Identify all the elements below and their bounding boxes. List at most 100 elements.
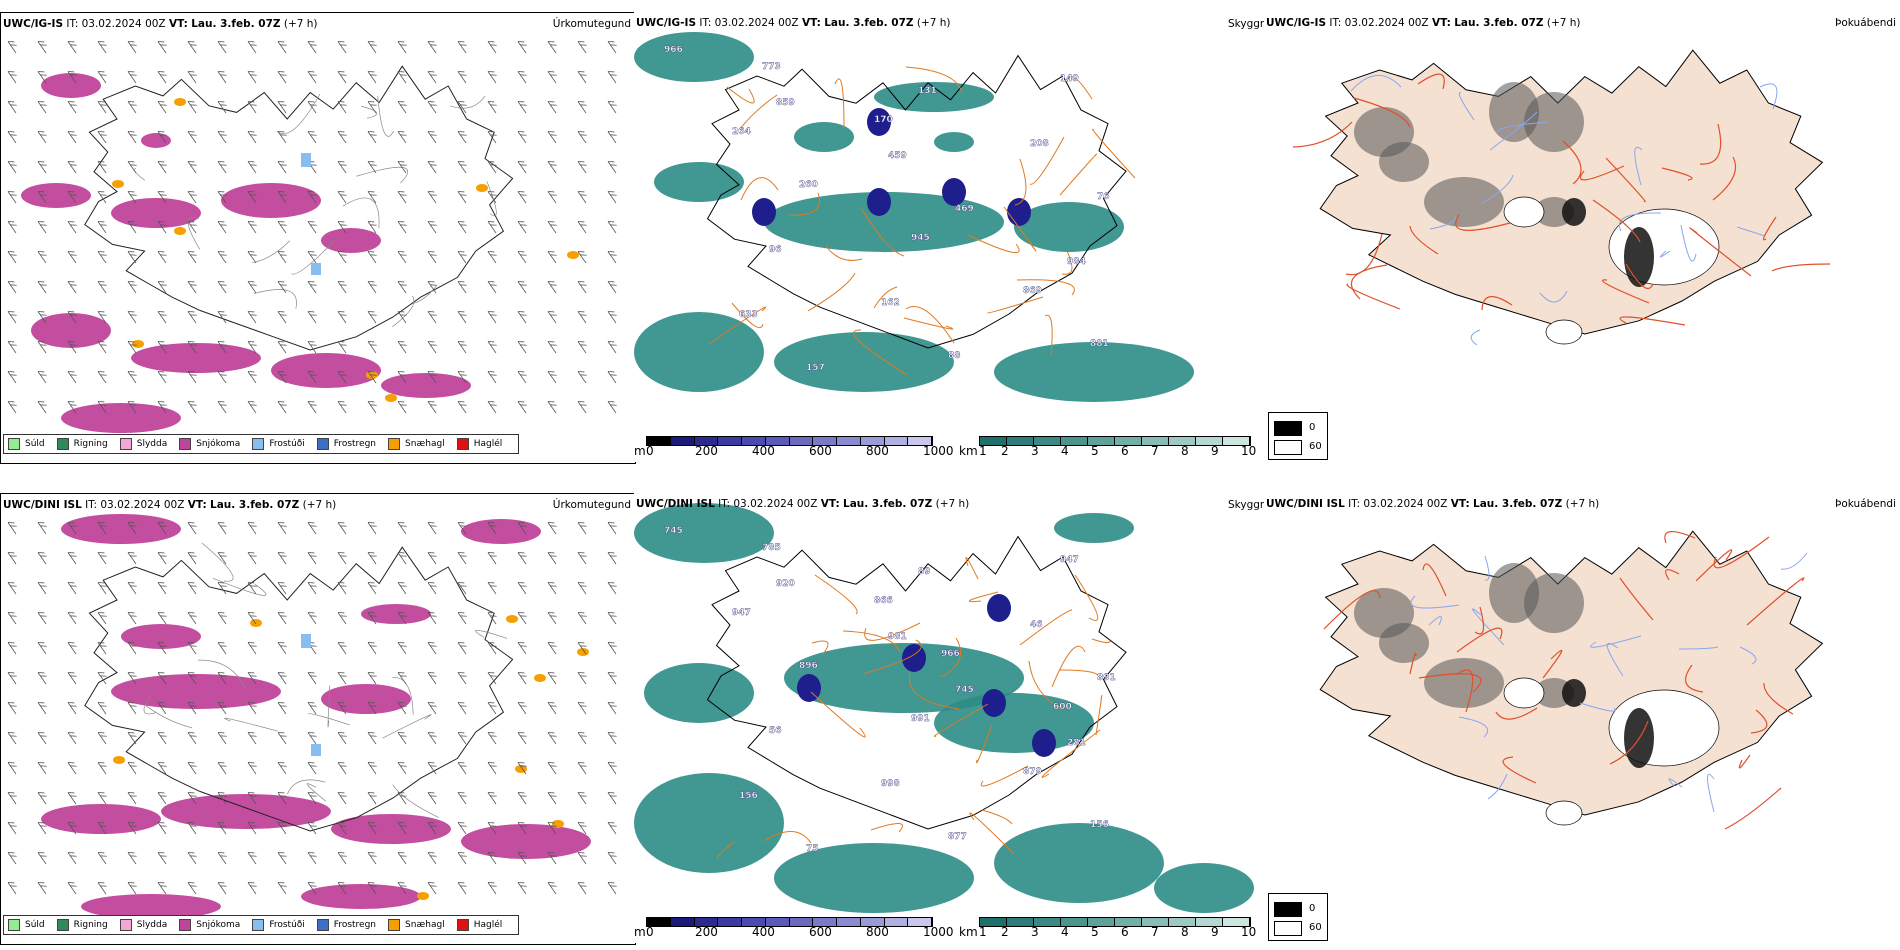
legend-label: Snjókoma xyxy=(196,920,241,930)
it-label: IT: xyxy=(66,18,79,30)
legend-swatch xyxy=(119,919,132,931)
scale-tick: 9 xyxy=(1211,444,1219,458)
legend-item: Slydda xyxy=(119,919,167,931)
scale-tick: 9 xyxy=(1211,925,1219,939)
scale-tick: 6 xyxy=(1121,925,1129,939)
legend-label: Haglél xyxy=(473,439,503,449)
legend-top-label: 0 xyxy=(1309,422,1316,433)
legend-swatch xyxy=(8,438,20,450)
scale-bar xyxy=(646,436,933,446)
scale-segment xyxy=(1115,918,1142,926)
lead-time: (+7 h) xyxy=(1565,498,1600,510)
visibility-label: 260 xyxy=(799,180,818,190)
scale-tick: 2 xyxy=(1001,925,1009,939)
scale-segment xyxy=(837,437,861,445)
visibility-label: 881 xyxy=(1090,339,1109,349)
it-label: IT: xyxy=(1329,17,1342,29)
visibility-label: 149 xyxy=(1060,74,1079,84)
legend-label: Haglél xyxy=(473,920,503,930)
legend-item: Frostúði xyxy=(252,438,305,450)
scale-segment xyxy=(670,437,695,445)
legend-swatch xyxy=(179,919,192,931)
scale-tick: 3 xyxy=(1031,444,1039,458)
legend-bottom-label: 60 xyxy=(1309,441,1322,452)
cloud-panel-row2: UWC/DINI ISL IT: 03.02.2024 00Z VT: Lau.… xyxy=(1264,493,1900,943)
scale-segment xyxy=(1196,918,1223,926)
cloud-map-row1 xyxy=(1292,49,1831,346)
scale-tick: 200 xyxy=(695,444,718,458)
visibility-label: 208 xyxy=(1030,139,1049,149)
visibility-label: 785 xyxy=(762,543,781,553)
vt-label: VT: xyxy=(801,17,821,29)
scale-segment xyxy=(1169,918,1196,926)
scale-tick: 1 xyxy=(979,925,987,939)
scale-segment xyxy=(742,918,766,926)
scale-tick: 1 xyxy=(979,444,987,458)
visibility-label: 156 xyxy=(739,791,758,801)
visibility-label: 773 xyxy=(762,62,781,72)
vt-label: VT: xyxy=(1450,498,1470,510)
scale-segment xyxy=(765,437,790,445)
precip-title: Úrkomutegund xyxy=(552,499,631,511)
legend-item: Slydda xyxy=(119,438,167,450)
visibility-label: 966 xyxy=(664,45,683,55)
legend-item: Frostregn xyxy=(316,919,376,931)
scale-unit: m xyxy=(634,925,646,939)
precip-panel-row2: UWC/DINI ISL IT: 03.02.2024 00Z VT: Lau.… xyxy=(0,493,636,945)
legend-swatch xyxy=(456,919,469,931)
model-name: UWC/IG-IS xyxy=(1266,17,1327,29)
scale-segment xyxy=(765,918,790,926)
scale-tick: 400 xyxy=(752,925,775,939)
scale-segment xyxy=(1034,918,1061,926)
precip-legend: Súld Rigning Slydda Snjókoma Frostúði Frostre… xyxy=(3,915,520,935)
scale-bar xyxy=(646,917,933,927)
precip-title: Úrkomutegund xyxy=(552,18,631,30)
lead-time: (+7 h) xyxy=(302,499,337,511)
visibility-label: 745 xyxy=(664,526,683,536)
vt-label: VT: xyxy=(168,18,188,30)
legend-bottom-label: 60 xyxy=(1309,922,1322,933)
it-value: 03.02.2024 00Z xyxy=(714,17,799,29)
scale-tick: 7 xyxy=(1151,925,1159,939)
scale-tick: 10 xyxy=(1241,444,1257,458)
legend-swatch xyxy=(388,919,401,931)
scale-segment xyxy=(694,918,719,926)
scale-segment xyxy=(670,918,695,926)
scale-segment xyxy=(742,437,766,445)
scale-segment xyxy=(1223,918,1250,926)
legend-swatch xyxy=(179,438,192,450)
model-name: UWC/IG-IS xyxy=(3,18,64,30)
scale-segment xyxy=(1142,918,1169,926)
scale-segment xyxy=(908,437,932,445)
it-value: 03.02.2024 00Z xyxy=(1344,17,1429,29)
visibility-label: 998 xyxy=(881,779,900,789)
visibility-label: 96 xyxy=(769,245,782,255)
scale-tick: 800 xyxy=(866,444,889,458)
scale-segment xyxy=(1007,437,1034,445)
visibility-label: 947 xyxy=(732,608,751,618)
scale-tick: 0 xyxy=(646,925,654,939)
legend-top-label: 0 xyxy=(1309,903,1316,914)
scale-segment xyxy=(813,437,837,445)
cloud-panel-row1: UWC/IG-IS IT: 03.02.2024 00Z VT: Lau. 3.… xyxy=(1264,12,1900,462)
scale-segment xyxy=(718,918,742,926)
it-value: 03.02.2024 00Z xyxy=(733,498,818,510)
model-name: UWC/IG-IS xyxy=(636,17,697,29)
scale-tick: 200 xyxy=(695,925,718,939)
legend-label: Frostregn xyxy=(333,439,377,449)
scale-segment xyxy=(647,437,671,445)
visibility-label: 879 xyxy=(1023,767,1042,777)
precip-header-row1: UWC/IG-IS IT: 03.02.2024 00Z VT: Lau. 3.… xyxy=(3,18,318,30)
lead-time: (+7 h) xyxy=(935,498,970,510)
scale-segment xyxy=(837,918,861,926)
visibility-label: 89 xyxy=(918,567,931,577)
lead-time: (+7 h) xyxy=(916,17,951,29)
visibility-label: 162 xyxy=(881,298,900,308)
legend-black-swatch xyxy=(1274,421,1302,436)
visibility-label: 170 xyxy=(874,115,893,125)
scale-unit: km xyxy=(959,444,978,458)
visibility-label: 281 xyxy=(1067,738,1086,748)
legend-label: Súld xyxy=(25,920,45,930)
scale-tick: 600 xyxy=(809,444,832,458)
scale-segment xyxy=(813,918,837,926)
